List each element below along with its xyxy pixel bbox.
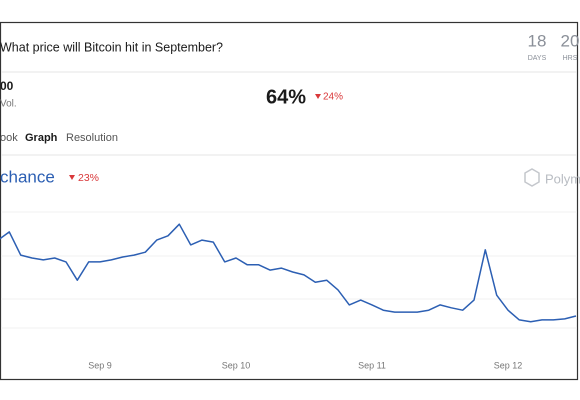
x-tick-label: Sep 11 (358, 360, 386, 370)
countdown-unit: HRS (563, 55, 578, 62)
x-tick-label: Sep 9 (88, 360, 112, 370)
brand: Polym (545, 171, 580, 186)
volume-label: Vol. (0, 99, 17, 110)
countdown-unit: DAYS (528, 55, 547, 62)
price-line (0, 223, 577, 323)
market-title: What price will Bitcoin hit in September… (0, 40, 223, 54)
frame (0, 21, 579, 381)
tab[interactable]: Resolution (66, 132, 118, 144)
brand-logo (524, 168, 540, 187)
x-tick-label: Sep 12 (494, 360, 523, 370)
countdown-value: 18 (528, 31, 547, 50)
chart-title: chance (0, 167, 55, 186)
chance: 64% (266, 86, 306, 108)
tab[interactable]: ook (0, 132, 18, 144)
countdown-value: 20 (561, 31, 580, 50)
volume: 00 (0, 79, 14, 93)
x-tick-label: Sep 10 (222, 360, 251, 370)
down-arrow (315, 94, 321, 99)
chance-change: 24% (323, 92, 343, 103)
tab-active[interactable]: Graph (25, 132, 58, 144)
plot (0, 223, 577, 323)
chart-change: 23% (78, 172, 99, 184)
down-arrow (69, 175, 75, 180)
